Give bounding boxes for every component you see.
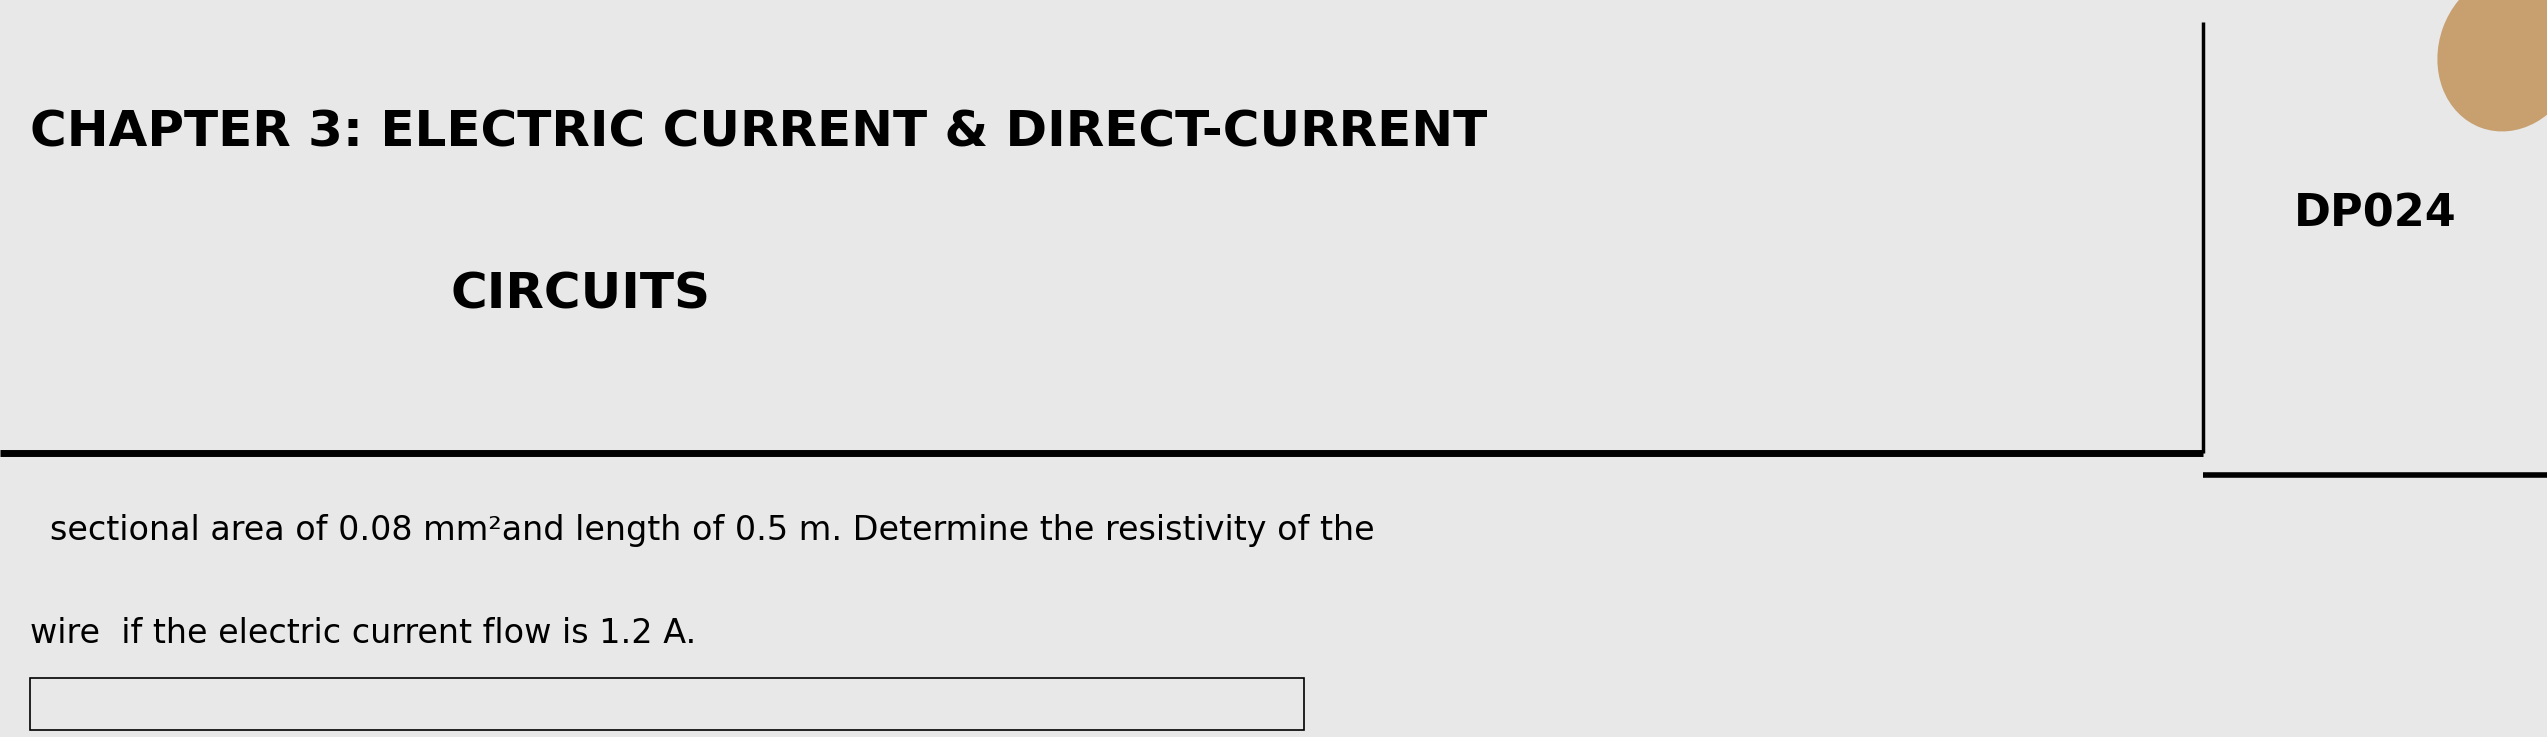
Text: wire  if the electric current flow is 1.2 A.: wire if the electric current flow is 1.2… <box>31 618 695 650</box>
Text: DP024: DP024 <box>2295 192 2455 235</box>
Text: sectional area of 0.08 mm²and length of 0.5 m. Determine the resistivity of the: sectional area of 0.08 mm²and length of … <box>51 514 1375 547</box>
Text: CIRCUITS: CIRCUITS <box>451 270 711 319</box>
Text: CHAPTER 3: ELECTRIC CURRENT & DIRECT-CURRENT: CHAPTER 3: ELECTRIC CURRENT & DIRECT-CUR… <box>31 108 1487 157</box>
Ellipse shape <box>2437 0 2547 131</box>
Bar <box>31 678 1304 730</box>
